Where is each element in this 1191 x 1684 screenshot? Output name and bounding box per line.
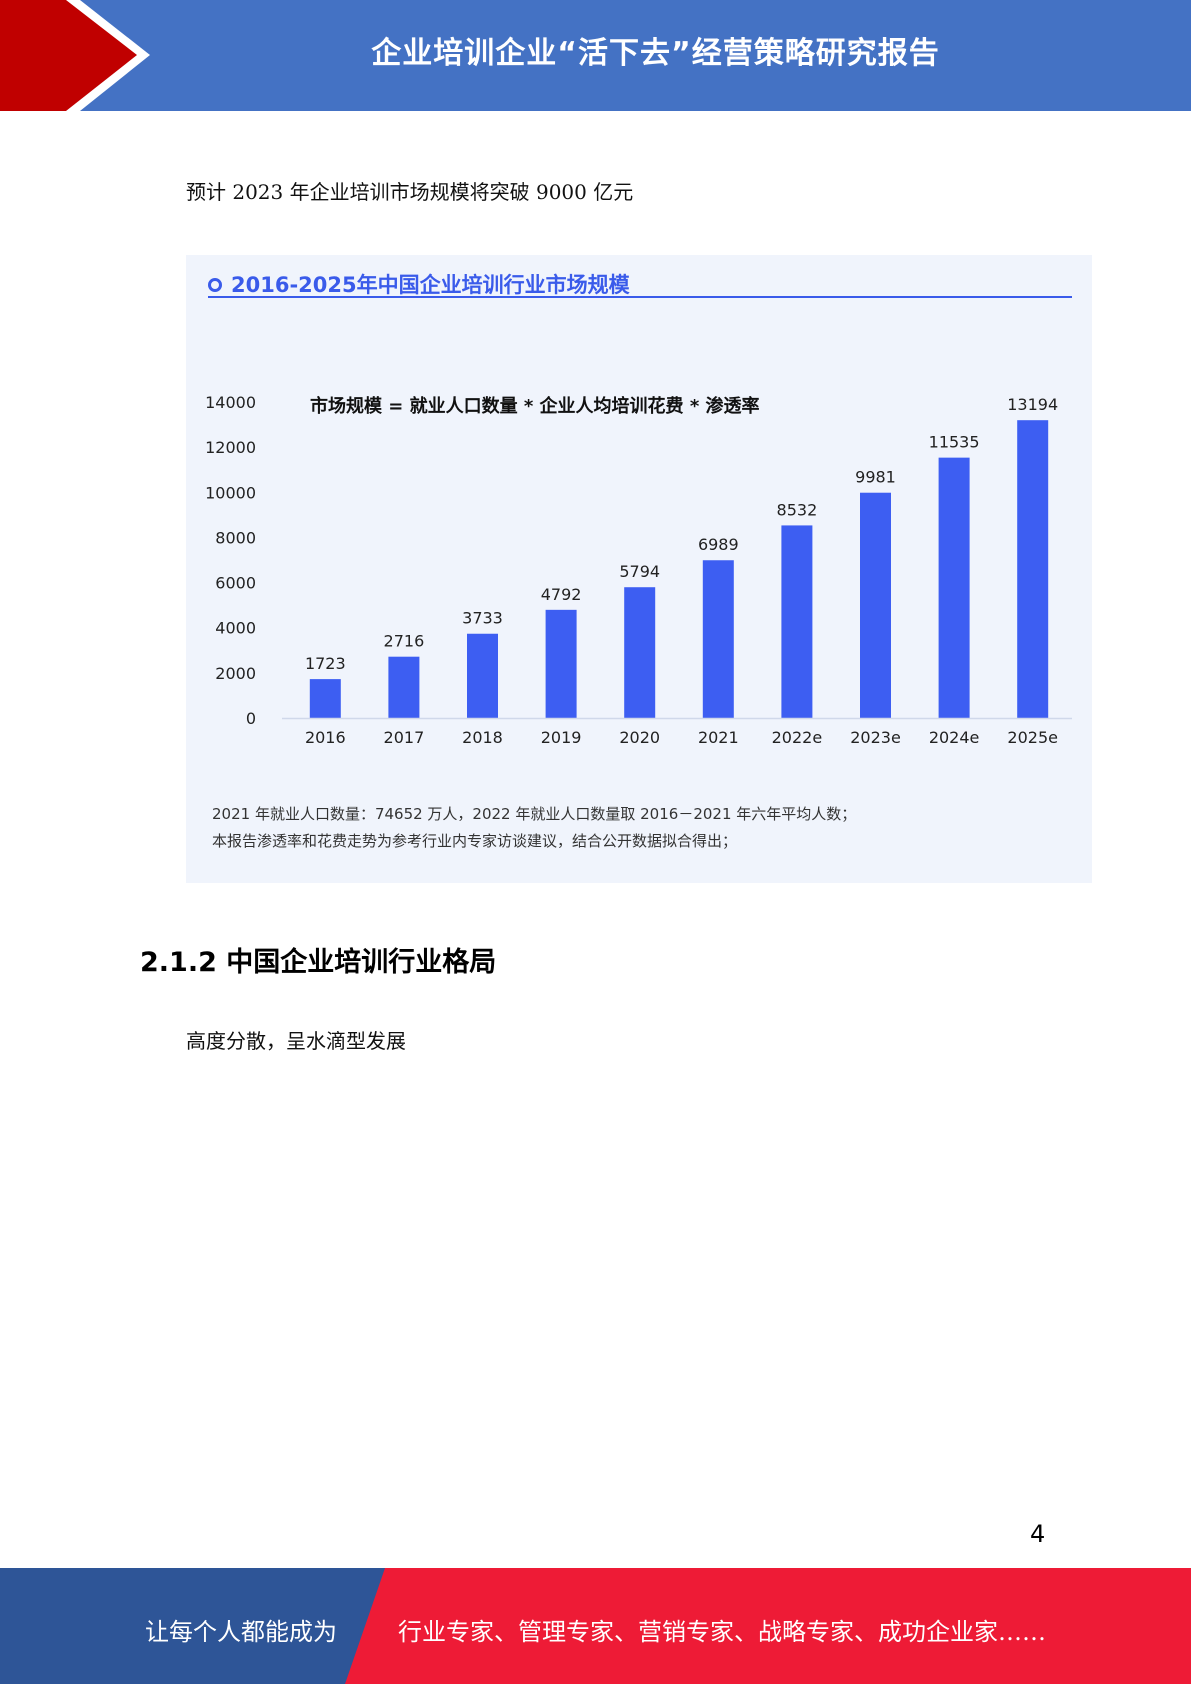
bar [702,560,734,718]
chart-formula: 市场规模 = 就业人口数量 * 企业人均培训花费 * 渗透率 [310,395,760,417]
x-tick-label: 2017 [384,728,425,747]
bar-value-label: 11535 [929,433,980,452]
bar [388,656,420,718]
footer-red-band [345,1568,1191,1684]
bar [309,679,341,718]
chart-note: 本报告渗透率和花费走势为参考行业内专家访谈建议，结合公开数据拟合得出； [212,832,738,850]
y-tick-label: 12000 [205,438,256,457]
bar-value-label: 13194 [1007,395,1058,414]
y-tick-label: 0 [246,709,256,728]
bar [467,633,498,718]
bar-value-label: 3733 [462,609,503,628]
x-tick-label: 2018 [462,728,503,747]
bar [860,492,891,718]
intro-paragraph: 预计 2023 年企业培训市场规模将突破 9000 亿元 [186,180,634,204]
x-tick-label: 2025e [1007,728,1058,747]
chart-notes: 2021 年就业人口数量：74652 万人，2022 年就业人口数量取 2016… [212,801,1072,855]
x-tick-label: 2023e [850,728,901,747]
section-paragraph: 高度分散，呈水滴型发展 [186,1029,406,1053]
y-tick-label: 6000 [215,574,256,593]
bar-value-label: 6989 [698,535,739,554]
report-title: 企业培训企业“活下去”经营策略研究报告 [371,36,940,71]
y-tick-label: 2000 [215,664,256,683]
chart-note: 2021 年就业人口数量：74652 万人，2022 年就业人口数量取 2016… [212,805,857,823]
x-tick-label: 2020 [619,728,660,747]
bar [938,457,970,718]
market-size-chart-card: 2016-2025年中国企业培训行业市场规模 市场规模 = 就业人口数量 * 企… [186,255,1092,883]
footer-slogan-left: 让每个人都能成为 [145,1618,337,1646]
bars-group [309,420,1049,718]
bar-value-label: 9981 [855,468,896,487]
bar [781,525,813,718]
bar-value-label: 5794 [619,562,660,581]
bar-value-label: 1723 [305,654,346,673]
y-tick-label: 4000 [215,619,256,638]
circle-bullet-icon [208,278,222,292]
x-tick-label: 2016 [305,728,346,747]
bar [545,609,577,718]
x-axis-tick-labels: 2016 2017 2018 2019 2020 2021 2022e 2023e 2024e 2… [305,728,1058,747]
x-tick-label: 2022e [772,728,823,747]
bar [1017,420,1049,718]
header-red-chevron [0,0,137,111]
page-number: 4 [1030,1520,1046,1548]
chart-title: 2016-2025年中国企业培训行业市场规模 [231,273,630,297]
y-tick-label: 8000 [215,528,256,547]
x-tick-label: 2019 [541,728,582,747]
y-tick-label: 14000 [205,393,256,412]
bar-chart: 市场规模 = 就业人口数量 * 企业人均培训花费 * 渗透率 0 2000 4000… [205,393,1072,747]
bar-value-label: 4792 [541,585,582,604]
chart-title-underline [208,296,1072,298]
bar-value-label: 8532 [777,500,818,519]
y-axis-tick-labels: 0 2000 4000 6000 8000 10000 12000 14000 [205,393,256,728]
footer-slogan-right: 行业专家、管理专家、营销专家、战略专家、成功企业家…… [398,1618,1046,1646]
bar [624,587,656,718]
chart-title-row: 2016-2025年中国企业培训行业市场规模 [208,263,1072,303]
page-header-band: 企业培训企业“活下去”经营策略研究报告 [0,0,1191,111]
y-tick-label: 10000 [205,483,256,502]
x-tick-label: 2021 [698,728,739,747]
bar-value-label: 2716 [384,632,425,651]
bar-value-labels: 1723 2716 3733 4792 5794 6989 8532 9981 11535 131… [305,395,1058,673]
section-heading: 2.1.2 中国企业培训行业格局 [140,947,497,978]
x-tick-label: 2024e [929,728,980,747]
